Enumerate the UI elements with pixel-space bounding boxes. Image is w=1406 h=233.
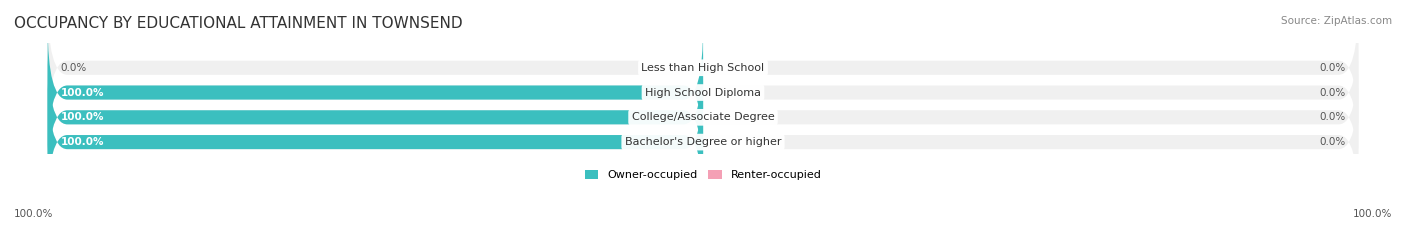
FancyBboxPatch shape <box>48 0 1358 135</box>
Text: 100.0%: 100.0% <box>60 137 104 147</box>
Text: Bachelor's Degree or higher: Bachelor's Degree or higher <box>624 137 782 147</box>
Text: 100.0%: 100.0% <box>60 88 104 98</box>
Text: 0.0%: 0.0% <box>1319 63 1346 73</box>
Text: OCCUPANCY BY EDUCATIONAL ATTAINMENT IN TOWNSEND: OCCUPANCY BY EDUCATIONAL ATTAINMENT IN T… <box>14 16 463 31</box>
FancyBboxPatch shape <box>48 25 1358 160</box>
FancyBboxPatch shape <box>48 75 1358 209</box>
Text: Source: ZipAtlas.com: Source: ZipAtlas.com <box>1281 16 1392 26</box>
Text: 100.0%: 100.0% <box>1353 209 1392 219</box>
Text: 0.0%: 0.0% <box>1319 88 1346 98</box>
FancyBboxPatch shape <box>48 50 1358 185</box>
Text: 0.0%: 0.0% <box>1319 137 1346 147</box>
Text: High School Diploma: High School Diploma <box>645 88 761 98</box>
Text: 100.0%: 100.0% <box>60 112 104 122</box>
Text: 100.0%: 100.0% <box>14 209 53 219</box>
FancyBboxPatch shape <box>48 50 703 185</box>
Text: Less than High School: Less than High School <box>641 63 765 73</box>
Text: College/Associate Degree: College/Associate Degree <box>631 112 775 122</box>
Text: 0.0%: 0.0% <box>60 63 87 73</box>
Text: 0.0%: 0.0% <box>1319 112 1346 122</box>
FancyBboxPatch shape <box>48 25 703 160</box>
Legend: Owner-occupied, Renter-occupied: Owner-occupied, Renter-occupied <box>581 166 825 185</box>
FancyBboxPatch shape <box>48 75 703 209</box>
